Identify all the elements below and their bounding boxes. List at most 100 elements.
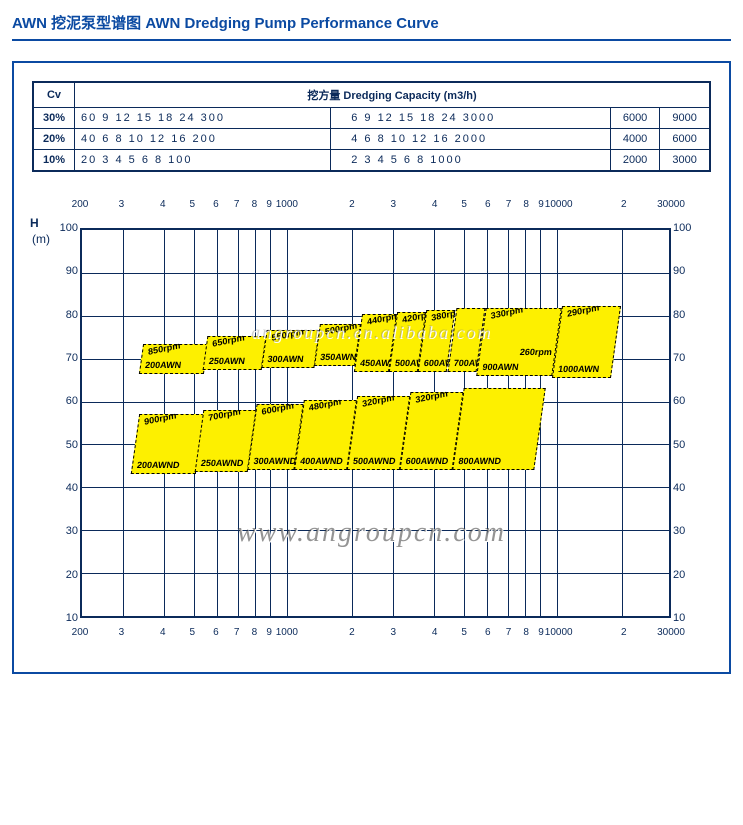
zone-rpm: 900rpm <box>144 405 202 427</box>
x-tick-bottom: 9 <box>266 627 272 638</box>
capacity-right2: 9000 <box>660 108 710 129</box>
zone-rpm: 320rpm <box>415 386 461 405</box>
capacity-row: 10%20 3 4 5 6 8 1002 3 4 5 6 8 100020003… <box>33 150 710 172</box>
zone-model: 200AWN <box>144 360 181 370</box>
x-tick-bottom: 6 <box>213 627 219 638</box>
capacity-row: 20%40 6 8 10 12 16 2004 6 8 10 12 16 200… <box>33 129 710 150</box>
cv-cell: 30% <box>33 108 75 129</box>
pump-zone: 900rpm200AWND <box>131 414 204 474</box>
zone-rpm: 480rpm <box>309 394 355 413</box>
capacity-mid: 2 3 4 5 6 8 1000 <box>331 150 611 172</box>
zone-model: 250AWND <box>201 458 245 468</box>
x-tick-bottom: 7 <box>234 627 240 638</box>
x-tick-top: 6 <box>485 199 491 210</box>
pump-zone: 330rpm260rpm900AWN <box>476 308 562 376</box>
y-tick: 70 <box>54 352 78 364</box>
x-tick-bottom: 10000 <box>545 627 573 638</box>
zone-rpm: 380rpm <box>431 309 453 323</box>
y-tick-right: 40 <box>673 482 703 494</box>
x-tick-top: 10000 <box>545 199 573 210</box>
y-tick: 40 <box>54 482 78 494</box>
capacity-mid: 6 9 12 15 18 24 3000 <box>331 108 611 129</box>
capacity-right1: 2000 <box>610 150 659 172</box>
zone-rpm2: 260rpm <box>519 347 552 357</box>
zone-rpm: 850rpm <box>147 335 205 357</box>
y-tick: 100 <box>54 222 78 234</box>
y-axis-label-H: H <box>30 216 39 230</box>
x-tick-bottom: 5 <box>190 627 196 638</box>
zone-model: 400AWND <box>300 456 344 466</box>
y-tick-right: 60 <box>673 395 703 407</box>
x-tick-top: 6 <box>213 199 219 210</box>
zone-rpm: 420rpm <box>402 311 424 325</box>
x-tick-bottom: 8 <box>523 627 529 638</box>
zone-rpm: 500rpm <box>324 320 358 337</box>
zone-rpm <box>468 376 543 391</box>
y-tick-right: 80 <box>673 309 703 321</box>
y-tick-right: 10 <box>673 612 703 624</box>
x-tick-top: 8 <box>523 199 529 210</box>
y-tick: 90 <box>54 265 78 277</box>
capacity-right2: 6000 <box>660 129 710 150</box>
x-tick-top: 200 <box>72 199 89 210</box>
dredge-header: 挖方量 Dredging Capacity (m3/h) <box>75 82 711 108</box>
y-tick-right: 50 <box>673 439 703 451</box>
capacity-left: 40 6 8 10 12 16 200 <box>75 129 331 150</box>
capacity-row: 30%60 9 12 15 18 24 3006 9 12 15 18 24 3… <box>33 108 710 129</box>
x-tick-bottom: 200 <box>72 627 89 638</box>
y-tick: 20 <box>54 569 78 581</box>
x-tick-top: 7 <box>234 199 240 210</box>
y-tick: 50 <box>54 439 78 451</box>
capacity-table: Cv 挖方量 Dredging Capacity (m3/h) 30%60 9 … <box>32 81 711 172</box>
capacity-left: 20 3 4 5 6 8 100 <box>75 150 331 172</box>
x-tick-bottom: 2 <box>349 627 355 638</box>
pump-zone: 500rpm350AWN <box>314 324 361 366</box>
cv-cell: 20% <box>33 129 75 150</box>
x-tick-top: 9 <box>538 199 544 210</box>
x-tick-top: 30000 <box>657 199 685 210</box>
x-tick-bottom: 6 <box>485 627 491 638</box>
x-tick-bottom: 4 <box>432 627 438 638</box>
chart-frame: Cv 挖方量 Dredging Capacity (m3/h) 30%60 9 … <box>12 61 731 674</box>
zone-model: 600AWND <box>405 456 449 466</box>
zone-model: 300AWND <box>253 456 297 466</box>
x-tick-top: 3 <box>119 199 125 210</box>
capacity-header-row: Cv 挖方量 Dredging Capacity (m3/h) <box>33 82 710 108</box>
cv-cell: 10% <box>33 150 75 172</box>
x-tick-bottom: 9 <box>538 627 544 638</box>
x-tick-bottom: 30000 <box>657 627 685 638</box>
performance-chart: H (m) 850rpm200AWN650rpm250AWN550rpm300A… <box>32 212 711 642</box>
zone-rpm: 440rpm <box>367 311 395 326</box>
capacity-right2: 3000 <box>660 150 710 172</box>
x-tick-top: 8 <box>252 199 258 210</box>
title-rule <box>12 39 731 41</box>
x-tick-bottom: 8 <box>252 627 258 638</box>
y-tick-right: 20 <box>673 569 703 581</box>
x-tick-bottom: 4 <box>160 627 166 638</box>
y-axis-label-unit: (m) <box>32 232 50 246</box>
pump-zone: 650rpm250AWN <box>203 336 266 370</box>
x-tick-bottom: 7 <box>506 627 512 638</box>
pump-zone: 290rpm1000AWN <box>552 306 621 378</box>
zone-model: 800AWND <box>457 456 501 466</box>
x-tick-top: 5 <box>190 199 196 210</box>
x-tick-bottom: 1000 <box>276 627 298 638</box>
x-tick-bottom: 3 <box>390 627 396 638</box>
pump-zone: 850rpm200AWN <box>139 344 208 374</box>
y-tick: 80 <box>54 309 78 321</box>
x-tick-top: 9 <box>266 199 272 210</box>
x-tick-bottom: 2 <box>621 627 627 638</box>
x-tick-top: 1000 <box>276 199 298 210</box>
pump-zone: 550rpm300AWN <box>261 330 319 368</box>
y-tick: 30 <box>54 525 78 537</box>
y-tick-right: 70 <box>673 352 703 364</box>
zone-model: 350AWN <box>319 352 356 362</box>
capacity-mid: 4 6 8 10 12 16 2000 <box>331 129 611 150</box>
zone-model: 200AWND <box>136 460 180 470</box>
zone-model: 500AWND <box>352 456 396 466</box>
pump-zone: 800AWND <box>452 388 546 470</box>
x-tick-bottom: 5 <box>461 627 467 638</box>
zone-rpm: 290rpm <box>567 298 619 318</box>
capacity-right1: 4000 <box>610 129 659 150</box>
y-tick: 10 <box>54 612 78 624</box>
